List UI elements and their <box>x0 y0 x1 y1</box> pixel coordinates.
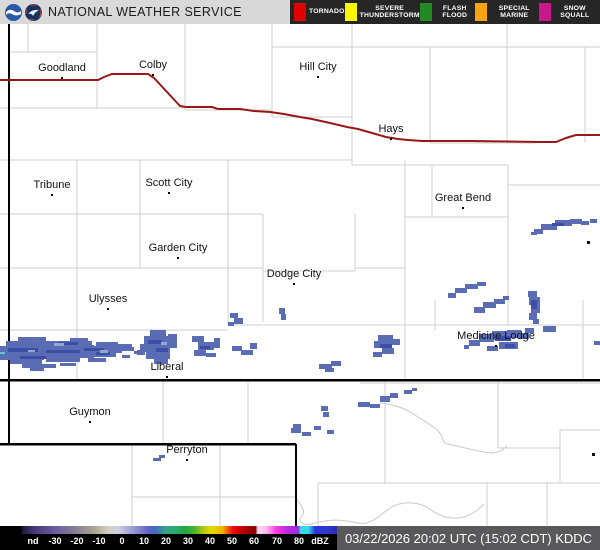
river-lines <box>295 402 508 525</box>
legend-item-flash-flood: FLASH FLOOD <box>419 3 475 21</box>
city-label: Garden City <box>148 242 208 254</box>
town-dots <box>587 241 595 456</box>
legend-item-severe-thunderstorm: SEVERE THUNDERSTORM <box>344 3 420 21</box>
legend-item-tornado: TORNADO <box>294 3 345 21</box>
city-dot <box>168 192 170 194</box>
special-marine-swatch <box>474 3 487 21</box>
city-label: Scott City <box>145 177 193 189</box>
scale-label: -30 <box>48 536 62 546</box>
city-dot <box>61 77 63 79</box>
city-dot <box>51 194 53 196</box>
city-dot <box>317 76 319 78</box>
city-label: Perryton <box>166 444 208 456</box>
scale-label: 30 <box>182 536 194 546</box>
scale-label: dBZ <box>311 536 329 546</box>
city-label: Tribune <box>33 179 71 191</box>
scale-label: 0 <box>119 536 125 546</box>
city-label: Great Bend <box>434 192 492 204</box>
warning-legend: TORNADO SEVERE THUNDERSTORM FLASH FLOOD … <box>290 0 600 24</box>
state-borders <box>0 24 600 526</box>
city-dot <box>152 74 154 76</box>
timestamp-text: 03/22/2026 20:02 UTC (15:02 CDT) KDDC <box>344 530 593 546</box>
city-dot <box>293 283 295 285</box>
scale-label: -10 <box>92 536 106 546</box>
legend-label: FLASH FLOOD <box>442 4 468 19</box>
city-dot <box>166 376 168 378</box>
severe-thunderstorm-swatch <box>344 3 357 21</box>
reflectivity-colorbar <box>0 526 337 534</box>
reflectivity-scale: nd -30 -20 -10 0 10 20 30 40 50 60 70 80… <box>0 526 337 550</box>
legend-label: TORNADO <box>309 8 345 16</box>
nws-logo-icon <box>5 3 22 21</box>
scale-label: 40 <box>204 536 216 546</box>
legend-label: SNOW SQUALL <box>560 4 590 19</box>
tornado-swatch <box>294 3 306 21</box>
highway-line <box>0 73 600 143</box>
legend-label: SPECIAL MARINE <box>498 4 530 19</box>
city-dot <box>390 138 392 140</box>
city-label: Goodland <box>38 62 86 74</box>
city-label: Hays <box>378 123 404 135</box>
header-bar: NATIONAL WEATHER SERVICE TORNADO SEVERE … <box>0 0 600 24</box>
agency-title: NATIONAL WEATHER SERVICE <box>48 5 242 19</box>
city-dot <box>186 459 188 461</box>
city-dot <box>107 308 109 310</box>
city-label: Medicine Lodge <box>457 330 535 342</box>
scale-label: 70 <box>271 536 283 546</box>
scale-label: 80 <box>293 536 305 546</box>
scale-label: 50 <box>226 536 238 546</box>
scale-label: 20 <box>160 536 172 546</box>
scale-label: 10 <box>138 536 150 546</box>
timestamp-bar: 03/22/2026 20:02 UTC (15:02 CDT) KDDC <box>337 526 600 550</box>
city-label: Ulysses <box>88 293 128 305</box>
city-label: Colby <box>138 59 168 71</box>
snow-squall-swatch <box>538 3 551 21</box>
city-label: Liberal <box>150 361 184 373</box>
scale-label: nd <box>27 536 39 546</box>
city-dot <box>462 207 464 209</box>
radar-echoes <box>0 219 600 461</box>
city-label: Guymon <box>69 406 111 418</box>
county-lines <box>0 24 600 526</box>
scale-label: 60 <box>248 536 260 546</box>
legend-label: SEVERE THUNDERSTORM <box>359 4 420 19</box>
city-dot <box>495 345 497 347</box>
noaa-logo-icon <box>25 3 42 21</box>
city-label: Dodge City <box>266 268 322 280</box>
legend-item-snow-squall: SNOW SQUALL <box>538 3 596 21</box>
scale-label: -20 <box>70 536 84 546</box>
logos <box>5 3 42 21</box>
city-label: Hill City <box>299 61 337 73</box>
flash-flood-swatch <box>419 3 432 21</box>
city-dot <box>89 421 91 423</box>
city-dot <box>177 257 179 259</box>
legend-item-special-marine: SPECIAL MARINE <box>474 3 539 21</box>
